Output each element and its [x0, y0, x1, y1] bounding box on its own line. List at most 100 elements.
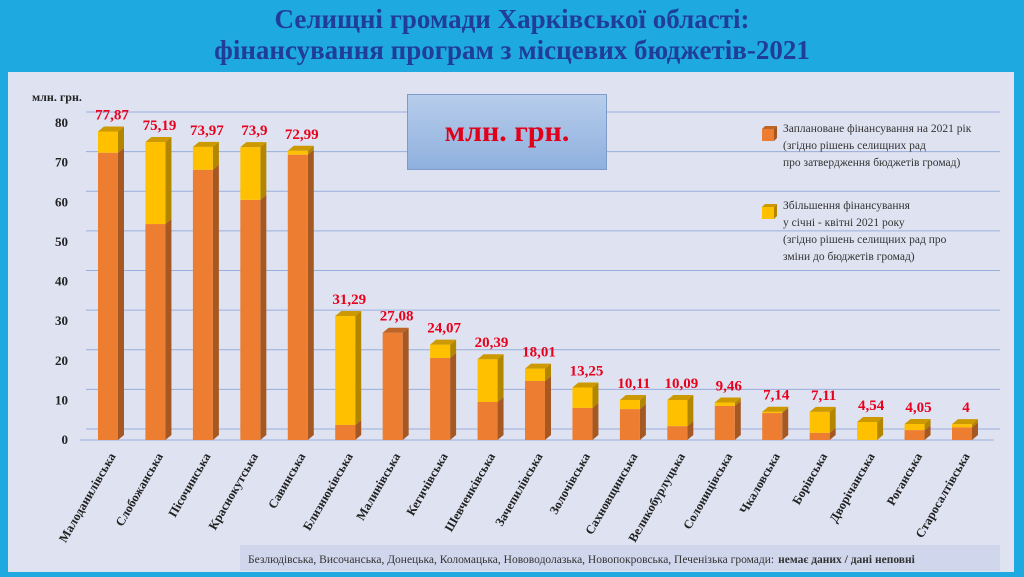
total-label: 10,09 — [664, 376, 698, 392]
bar-top — [525, 363, 551, 369]
total-label: 4,54 — [858, 398, 885, 414]
bar-side — [734, 400, 741, 440]
bar-side — [355, 311, 362, 425]
bar-top — [572, 382, 599, 388]
bar-top — [762, 406, 789, 412]
total-label: 31,29 — [332, 292, 366, 308]
bar-side — [829, 406, 836, 433]
y-tick-label: 0 — [62, 432, 69, 447]
unit-box: млн. грн. — [407, 94, 607, 170]
bar — [809, 432, 830, 440]
x-tick-label: Солоницівська — [680, 450, 735, 532]
bar — [904, 423, 925, 431]
x-tick-label: Краснокутська — [206, 450, 262, 532]
total-label: 7,14 — [763, 388, 790, 404]
y-tick-label: 40 — [55, 274, 68, 289]
bar — [857, 422, 878, 440]
x-tick-label: Слобожанська — [113, 450, 167, 529]
bar-top — [287, 145, 314, 151]
bar — [192, 169, 213, 440]
bar-side — [639, 404, 646, 440]
bar-top — [430, 339, 457, 345]
legend-swatch — [762, 129, 774, 141]
bar — [192, 146, 213, 170]
bar-side — [782, 408, 789, 440]
bar — [952, 427, 972, 440]
total-label: 18,01 — [522, 345, 556, 361]
bar-top — [809, 406, 836, 412]
total-label: 10,11 — [617, 376, 650, 392]
bar-top — [335, 311, 362, 317]
x-tick-label: Борівська — [790, 450, 831, 507]
bar — [619, 409, 640, 440]
bar-top — [382, 327, 409, 333]
bar — [287, 154, 308, 440]
x-tick-label: Сахновщинська — [582, 450, 640, 537]
bar — [525, 380, 545, 440]
y-tick-label: 80 — [55, 115, 68, 130]
y-tick-label: 50 — [55, 234, 68, 249]
bar-side — [450, 339, 457, 358]
bar — [477, 401, 498, 440]
bar — [762, 411, 783, 414]
total-label: 20,39 — [475, 335, 509, 351]
y-tick-label: 70 — [55, 155, 68, 170]
bar — [240, 199, 261, 440]
total-label: 4,05 — [905, 400, 931, 416]
bar — [98, 152, 118, 440]
total-label: 7,11 — [811, 388, 836, 404]
total-label: 24,07 — [427, 321, 461, 337]
bar-top — [952, 419, 978, 425]
bar-side — [877, 417, 884, 440]
bar — [572, 407, 593, 440]
bar-side — [972, 419, 978, 428]
x-tick-label: Малинівська — [353, 450, 403, 523]
bar-side — [687, 421, 694, 440]
bar-side — [545, 363, 551, 381]
total-label: 72,99 — [285, 127, 319, 143]
bar — [145, 224, 166, 440]
bar-top — [619, 394, 646, 400]
bar-top — [904, 418, 931, 424]
bar-side — [592, 382, 599, 408]
bar — [98, 131, 118, 153]
x-tick-label: Малоданилівська — [56, 450, 119, 545]
legend-swatch-top — [762, 204, 777, 207]
x-tick-label: Савинська — [265, 450, 308, 511]
bar — [382, 332, 403, 440]
bar-side — [118, 126, 124, 153]
bar-top — [477, 354, 504, 360]
y-tick-label: 20 — [55, 353, 68, 368]
bar-side — [782, 406, 789, 414]
title: Селищні громади Харківської області: фін… — [214, 4, 810, 65]
x-tick-label: Шевченківська — [442, 450, 499, 534]
bar-top — [240, 142, 267, 148]
x-tick-label: Чкаловська — [737, 450, 783, 516]
bar-side — [924, 418, 931, 431]
bar-top — [667, 395, 694, 401]
bar-side — [260, 194, 267, 440]
bar — [240, 147, 261, 200]
total-label: 27,08 — [380, 309, 414, 325]
total-label: 75,19 — [143, 118, 177, 134]
bar — [145, 142, 166, 225]
bar-side — [545, 375, 551, 440]
bar — [477, 359, 498, 402]
total-label: 73,97 — [190, 123, 224, 139]
legend-swatch — [762, 207, 774, 219]
legend-swatch-side — [774, 204, 777, 219]
bar — [430, 357, 451, 440]
bar-top — [98, 126, 124, 132]
note: Безлюдівська, Височанська, Донецька, Кол… — [248, 554, 916, 566]
legend-text: Заплановане фінансування на 2021 рік (зг… — [783, 123, 972, 169]
bar-top — [192, 141, 219, 147]
bar-side — [118, 147, 124, 440]
bar-side — [829, 427, 836, 440]
bar — [430, 344, 451, 358]
total-label: 9,46 — [716, 379, 743, 395]
total-label: 73,9 — [241, 123, 267, 139]
bar-side — [687, 395, 694, 427]
bar-side — [165, 137, 172, 225]
